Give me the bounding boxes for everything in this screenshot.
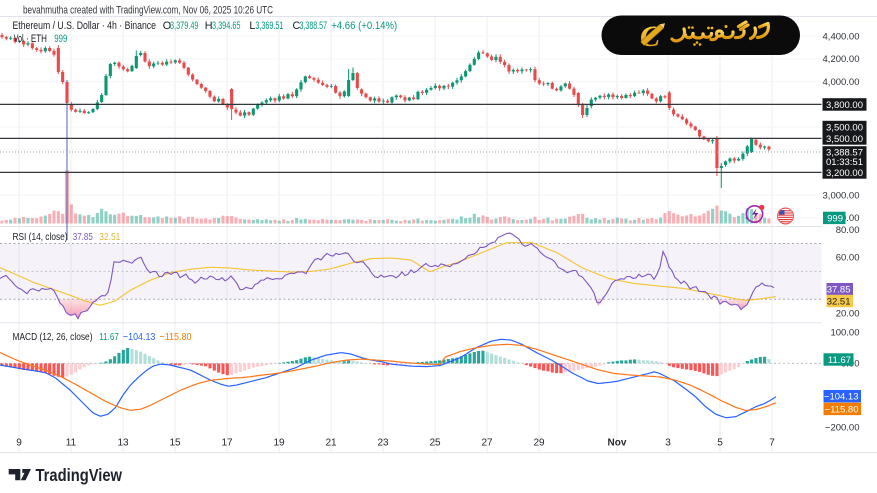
svg-text:3,500.00: 3,500.00 (826, 122, 863, 133)
svg-text:999: 999 (54, 33, 67, 45)
svg-text:TradingView: TradingView (36, 465, 123, 485)
svg-text:4,200.00: 4,200.00 (823, 54, 860, 65)
svg-text:01:33:51: 01:33:51 (826, 157, 863, 168)
svg-text:37.85: 37.85 (73, 231, 93, 243)
svg-text:100.00: 100.00 (830, 327, 859, 338)
svg-text:4,000.00: 4,000.00 (823, 77, 860, 88)
svg-text:MACD (12, 26, close): MACD (12, 26, close) (13, 331, 93, 343)
svg-text:23: 23 (377, 438, 389, 449)
svg-text:27: 27 (481, 438, 493, 449)
svg-text:C: C (293, 20, 301, 32)
svg-text:4,400.00: 4,400.00 (823, 32, 860, 43)
svg-text:29: 29 (533, 438, 545, 449)
svg-text:37.85: 37.85 (827, 285, 851, 296)
svg-text:−115.80: −115.80 (160, 331, 192, 343)
svg-text:−200.00: −200.00 (825, 422, 860, 433)
svg-text:999: 999 (827, 213, 843, 224)
svg-text:+4.66 (+0.14%): +4.66 (+0.14%) (331, 20, 397, 32)
svg-text:25: 25 (429, 438, 441, 449)
svg-text:3,388.57: 3,388.57 (300, 20, 328, 32)
svg-text:L: L (249, 20, 255, 32)
svg-text:RSI (14, close): RSI (14, close) (13, 231, 68, 243)
svg-text:bevahmutha created with Tradin: bevahmutha created with TradingView.com,… (23, 5, 273, 17)
svg-text:3: 3 (665, 438, 671, 449)
svg-text:80.00: 80.00 (836, 225, 860, 236)
svg-text:9: 9 (16, 438, 22, 449)
svg-text:−115.80: −115.80 (825, 404, 859, 415)
svg-text:15: 15 (169, 438, 181, 449)
svg-text:−104.13: −104.13 (824, 392, 859, 403)
svg-text:3,800.00: 3,800.00 (826, 100, 863, 111)
svg-text:11.67: 11.67 (99, 331, 119, 343)
svg-text:11.67: 11.67 (828, 355, 851, 366)
svg-text:5: 5 (717, 438, 723, 449)
svg-text:Ethereum / U.S. Dollar · 4h ·: Ethereum / U.S. Dollar · 4h · Binance (13, 20, 157, 32)
svg-text:13: 13 (117, 438, 129, 449)
svg-text:O: O (163, 20, 171, 32)
svg-text:60.00: 60.00 (836, 253, 860, 264)
svg-text:32.51: 32.51 (99, 231, 120, 243)
svg-text:11: 11 (66, 438, 77, 449)
svg-text:H: H (205, 20, 213, 32)
svg-text:−104.13: −104.13 (123, 331, 156, 343)
svg-text:20.00: 20.00 (836, 308, 860, 319)
svg-text:3,388.57: 3,388.57 (826, 147, 863, 158)
svg-text:32.51: 32.51 (827, 296, 851, 307)
svg-text:3,500.00: 3,500.00 (826, 134, 863, 145)
svg-text:19: 19 (273, 438, 285, 449)
svg-text:21: 21 (325, 438, 337, 449)
svg-text:3,379.49: 3,379.49 (170, 20, 199, 32)
svg-text:Vol: Vol (14, 33, 24, 45)
svg-text:3,369.51: 3,369.51 (255, 20, 283, 32)
svg-text:3,200.00: 3,200.00 (826, 168, 863, 179)
svg-text:17: 17 (221, 438, 233, 449)
svg-text:7: 7 (769, 438, 775, 449)
svg-text:3,394.65: 3,394.65 (212, 20, 241, 32)
svg-text:· ETH: · ETH (26, 33, 47, 45)
svg-text:Nov: Nov (608, 438, 627, 449)
svg-text:3,000.00: 3,000.00 (823, 191, 860, 202)
